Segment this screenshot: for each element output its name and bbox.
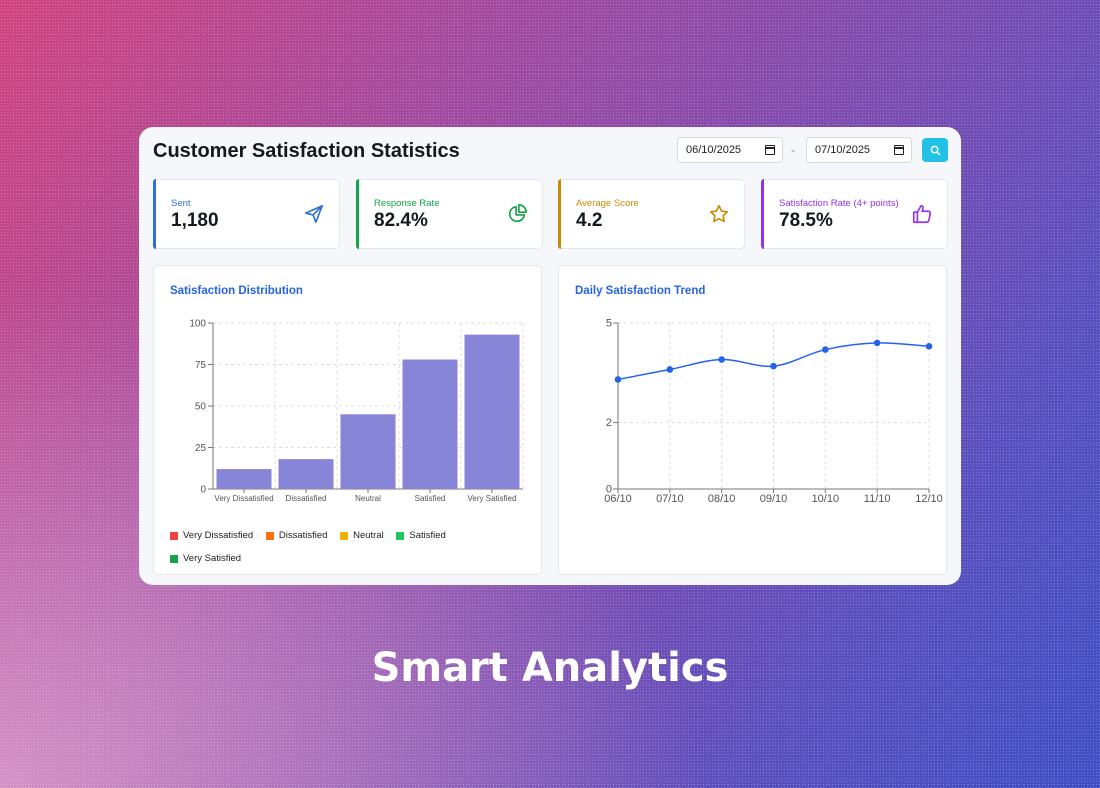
- bar-dissatisfied: [278, 459, 334, 489]
- data-point: [770, 362, 777, 370]
- pie-chart-icon: [508, 204, 527, 223]
- stat-card-average-score: Average Score 4.2: [558, 179, 745, 249]
- legend-label: Very Dissatisfied: [183, 530, 254, 541]
- y-tick-label: 5: [606, 318, 612, 330]
- x-tick-label: 06/10: [604, 493, 632, 505]
- date-separator: -: [791, 143, 795, 157]
- stat-label: Satisfaction Rate (4+ points): [779, 198, 899, 209]
- calendar-icon[interactable]: [894, 145, 904, 155]
- stat-value: 82.4%: [374, 210, 428, 231]
- panel-title: Satisfaction Distribution: [170, 285, 303, 297]
- y-tick-label: 0: [200, 485, 206, 496]
- send-icon: [304, 204, 324, 224]
- legend-label: Very Satisfied: [183, 553, 242, 564]
- stat-card-satisfaction-rate: Satisfaction Rate (4+ points) 78.5%: [761, 179, 948, 249]
- stat-value: 78.5%: [779, 210, 833, 231]
- legend-swatch: [170, 531, 178, 540]
- y-tick-label: 75: [195, 360, 207, 371]
- legend-label: Satisfied: [409, 530, 446, 541]
- stat-accent-bar: [558, 179, 561, 249]
- x-tick-label: Dissatisfied: [286, 494, 327, 503]
- legend-swatch: [265, 531, 274, 540]
- search-icon: [930, 145, 940, 155]
- legend-label: Dissatisfied: [278, 530, 328, 541]
- y-tick-label: 2: [606, 417, 612, 429]
- y-tick-label: 100: [189, 319, 206, 330]
- stat-label: Sent: [171, 198, 191, 209]
- stat-value: 1,180: [171, 210, 219, 231]
- marketing-headline: Smart Analytics: [371, 645, 729, 691]
- stat-card-sent: Sent 1,180: [153, 179, 340, 249]
- stat-accent-bar: [153, 179, 156, 249]
- chart-legend: Very Dissatisfied Dissatisfied Neutral S…: [170, 524, 470, 570]
- stat-label: Average Score: [576, 198, 639, 209]
- panel-title: Daily Satisfaction Trend: [575, 285, 706, 297]
- stat-accent-bar: [356, 179, 359, 249]
- legend-item[interactable]: Very Satisfied: [170, 547, 241, 570]
- x-tick-label: 11/10: [864, 493, 891, 505]
- page-title: Customer Satisfaction Statistics: [153, 140, 460, 162]
- data-point: [718, 356, 725, 363]
- stat-accent-bar: [761, 179, 764, 249]
- data-point: [873, 339, 881, 347]
- dashboard-card: Customer Satisfaction Statistics 06/10/2…: [139, 127, 961, 585]
- date-to-input[interactable]: 07/10/2025: [806, 137, 912, 163]
- thumbs-up-icon: [912, 204, 932, 224]
- stat-label: Response Rate: [374, 198, 440, 209]
- x-tick-label: Very Dissatisfied: [214, 494, 273, 503]
- x-tick-label: 08/10: [708, 493, 736, 505]
- bar-very-satisfied: [464, 334, 520, 489]
- date-to-value: 07/10/2025: [815, 144, 871, 156]
- legend-item[interactable]: Very Dissatisfied: [170, 524, 253, 547]
- x-tick-label: 10/10: [812, 493, 840, 505]
- legend-item[interactable]: Satisfied: [396, 524, 446, 547]
- data-point: [822, 346, 829, 353]
- bar-very-dissatisfied: [216, 469, 272, 489]
- y-tick-label: 25: [195, 443, 207, 454]
- star-icon: [709, 204, 729, 223]
- bar-chart: 0 25 50 75 100 Very Dissatisfied Dissatisfied N…: [189, 319, 524, 503]
- legend-item[interactable]: Neutral: [340, 524, 384, 547]
- line-chart: 0 2 5 06/10 07/10 08/10 09/10 10/10 11/10 12/10: [604, 318, 943, 506]
- data-point: [925, 342, 933, 350]
- x-tick-label: Satisfied: [415, 494, 446, 503]
- x-tick-label: 09/10: [760, 493, 788, 505]
- search-button[interactable]: [922, 138, 948, 162]
- data-point: [614, 376, 622, 383]
- legend-item[interactable]: Dissatisfied: [265, 524, 328, 547]
- x-tick-label: Very Satisfied: [468, 494, 517, 503]
- stat-value: 4.2: [576, 210, 603, 231]
- legend-swatch: [340, 531, 349, 540]
- bar-neutral: [340, 414, 396, 489]
- x-tick-label: 12/10: [915, 493, 943, 505]
- date-from-value: 06/10/2025: [686, 144, 742, 156]
- x-tick-label: 07/10: [656, 493, 684, 505]
- data-point: [666, 366, 674, 373]
- date-from-input[interactable]: 06/10/2025: [677, 137, 783, 163]
- legend-swatch: [170, 554, 178, 563]
- legend-swatch: [396, 531, 405, 540]
- x-tick-label: Neutral: [355, 494, 381, 503]
- satisfaction-distribution-panel: Satisfaction Distribution 0 25 50 75 100 Very…: [153, 265, 542, 575]
- calendar-icon[interactable]: [765, 145, 775, 155]
- daily-satisfaction-trend-panel: Daily Satisfaction Trend 0 2 5 06/10 07/10 08…: [558, 265, 947, 575]
- stat-card-response-rate: Response Rate 82.4%: [356, 179, 543, 249]
- y-tick-label: 0: [606, 484, 612, 496]
- bar-satisfied: [402, 359, 458, 489]
- y-tick-label: 50: [195, 402, 207, 413]
- legend-label: Neutral: [353, 530, 384, 541]
